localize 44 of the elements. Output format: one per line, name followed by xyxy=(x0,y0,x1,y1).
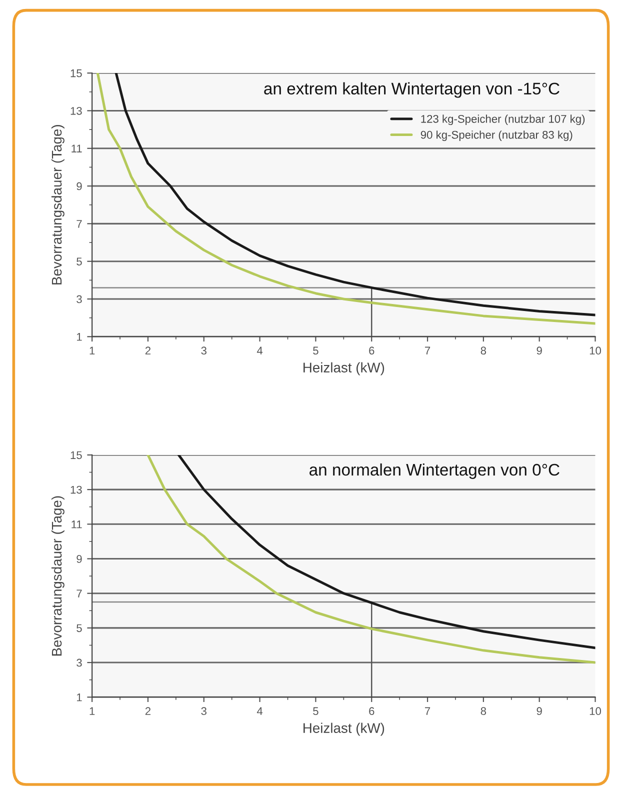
x-tick-label: 7 xyxy=(425,346,430,354)
legend-label: 90 kg-Speicher (nutzbar 83 kg) xyxy=(420,130,572,141)
x-tick-label: 4 xyxy=(256,346,263,354)
y-tick-label: 5 xyxy=(76,258,82,266)
x-tick-label: 5 xyxy=(313,707,318,716)
x-axis-title: Heizlast (kW) xyxy=(304,722,384,736)
y-tick-label: 3 xyxy=(76,658,82,667)
y-tick-label: 15 xyxy=(70,451,82,460)
x-tick-label: 4 xyxy=(256,707,263,715)
y-axis-title: Bevorratungsdauer (Tage) xyxy=(51,496,64,656)
y-tick-label: 3 xyxy=(76,295,82,304)
text: an extrem kalten Wintertagen von -15°C xyxy=(264,82,560,98)
y-tick-label: 1 xyxy=(77,694,82,702)
y-tick-label: 11 xyxy=(72,144,82,152)
x-tick-label: 6 xyxy=(369,346,374,355)
y-tick-label: 7 xyxy=(76,220,82,228)
x-tick-label: 8 xyxy=(480,707,486,716)
x-tick-label: 7 xyxy=(425,707,430,715)
x-tick-label: 2 xyxy=(145,707,150,715)
x-tick-label: 10 xyxy=(590,346,601,355)
x-tick-label: 1 xyxy=(90,707,95,715)
y-tick-label: 15 xyxy=(70,69,82,78)
chart-title: an normalen Wintertagen von 0°C xyxy=(310,463,560,479)
y-tick-label: 7 xyxy=(76,590,82,598)
y-tick-label: 13 xyxy=(70,486,82,494)
x-tick-label: 2 xyxy=(145,346,150,354)
y-tick-label: 9 xyxy=(76,182,82,190)
x-tick-label: 6 xyxy=(369,707,374,716)
y-tick-label: 11 xyxy=(72,520,82,528)
x-tick-label: 9 xyxy=(536,346,542,355)
x-tick-label: 5 xyxy=(313,346,318,355)
x-tick-label: 1 xyxy=(90,346,95,354)
y-tick-label: 9 xyxy=(76,555,82,563)
y-tick-label: 1 xyxy=(77,333,82,341)
y-tick-label: 13 xyxy=(70,106,82,115)
y-axis-title: Bevorratungsdauer (Tage) xyxy=(51,125,64,284)
x-tick-label: 9 xyxy=(536,707,542,716)
x-axis-title: Heizlast (kW) xyxy=(304,362,384,376)
x-tick-label: 10 xyxy=(590,707,601,716)
y-tick-label: 5 xyxy=(76,624,82,632)
x-tick-label: 3 xyxy=(201,346,206,355)
legend-label: 123 kg-Speicher (nutzbar 107 kg) xyxy=(421,114,585,126)
x-tick-label: 8 xyxy=(480,346,486,355)
x-tick-label: 3 xyxy=(201,707,206,716)
